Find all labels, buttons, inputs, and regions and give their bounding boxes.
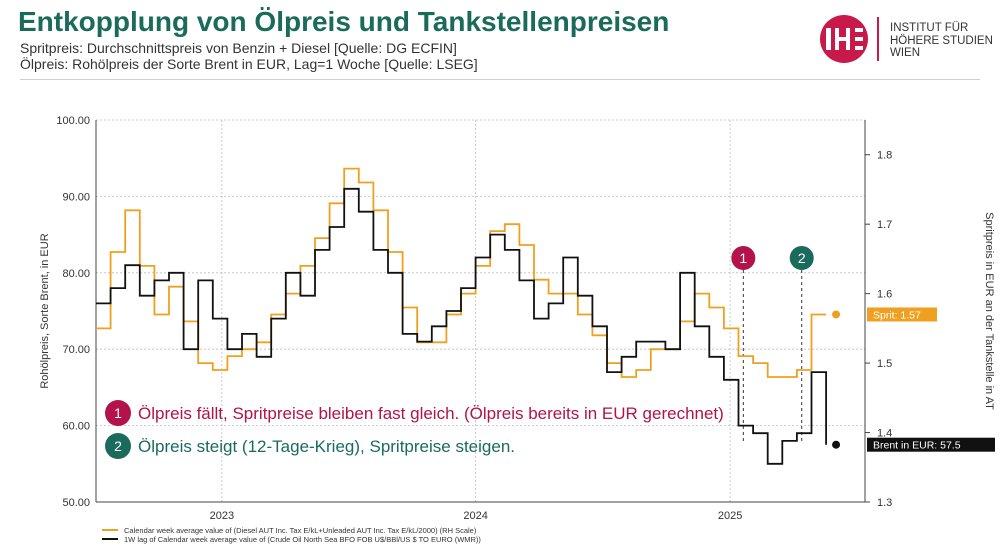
brent-value-label: Brent in EUR: 57.5 (873, 440, 961, 452)
subtitle-sprit-source: Spritpreis: Durchschnittspreis von Benzi… (20, 40, 457, 56)
y-left-tick-label: 80.00 (62, 268, 90, 280)
y-left-tick-label: 100.00 (56, 115, 90, 127)
sprit-line (96, 167, 827, 378)
annotation-2-marker-badge (789, 246, 814, 270)
logo-line-2: HÖHERE STUDIEN (890, 34, 993, 47)
y-right-tick-label: 1.3 (877, 497, 892, 509)
y-left-tick-label: 50.00 (62, 497, 90, 509)
y-right-tick-label: 1.5 (877, 358, 892, 370)
y-left-tick-label: 90.00 (62, 191, 90, 203)
y-left-tick-label: 70.00 (62, 344, 90, 356)
logo-line-1: INSTITUT FÜR (890, 22, 969, 34)
ihs-logo-text: INSTITUT FÜR HÖHERE STUDIEN WIEN (890, 22, 993, 60)
y-right-tick-label: 1.6 (877, 289, 892, 301)
y-right-tick-label: 1.8 (877, 150, 892, 162)
chart-title: Entkopplung von Ölpreis und Tankstellenp… (18, 6, 670, 37)
annotation-2-text: Ölpreis steigt (12-Tage-Krieg), Spritpre… (138, 437, 515, 456)
sprit-end-point (832, 310, 841, 319)
x-tick-label: 2025 (718, 510, 742, 522)
annotation-1-badge (105, 400, 131, 426)
ihs-logo-mark (820, 15, 868, 63)
brent-line (96, 187, 827, 465)
y-right-tick-label: 1.7 (877, 219, 892, 231)
annotation-2-badge (105, 433, 131, 459)
x-tick-label: 2024 (463, 510, 487, 522)
annotation-2-number: 2 (114, 438, 122, 454)
subtitle-oil-source: Ölpreis: Rohölpreis der Sorte Brent in E… (20, 56, 478, 72)
brent-end-point (832, 440, 841, 449)
y-left-axis-title: Rohölpreis, Sorte Brent, in EUR (39, 233, 51, 388)
logo-line-3: WIEN (890, 47, 921, 59)
legend-label-sprit: Calendar week average value of (Diesel A… (124, 526, 477, 535)
sprit-value-label: Sprit: 1.57 (873, 309, 921, 321)
annotation-1-marker-badge (731, 246, 756, 270)
legend-label-brent: 1W lag of Calendar week average value of… (124, 535, 481, 544)
header-divider (20, 79, 980, 80)
x-tick-label: 2023 (210, 510, 234, 522)
y-right-tick-label: 1.4 (877, 428, 892, 440)
annotation-1-text: Ölpreis fällt, Spritpreise bleiben fast … (138, 404, 724, 423)
y-left-tick-label: 60.00 (62, 421, 90, 433)
annotation-1-number: 1 (114, 405, 122, 421)
brent-value-badge (867, 437, 995, 452)
ihs-logo (820, 15, 879, 63)
annotation-2-marker-number: 2 (798, 250, 806, 266)
annotation-1-marker-number: 1 (739, 250, 747, 266)
sprit-value-badge (867, 307, 937, 322)
y-right-axis-title: Spritpreis in EUR an der Tankstelle in A… (983, 212, 995, 410)
